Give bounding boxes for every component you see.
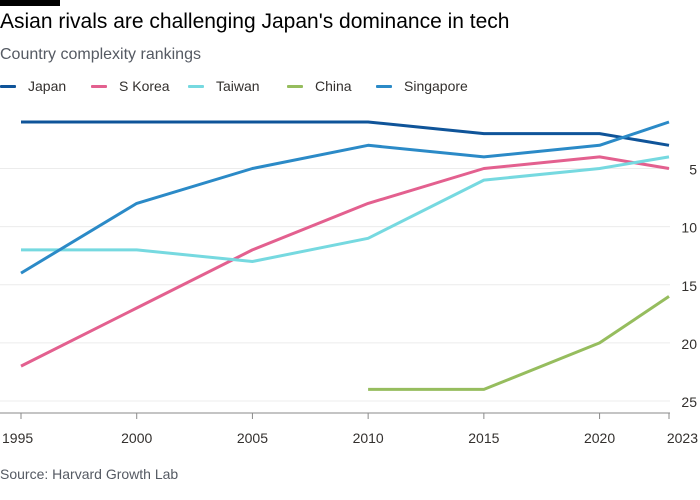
x-tick-label: 2005	[237, 430, 268, 446]
x-tick-label: 2010	[353, 430, 384, 446]
series-line-china	[368, 295, 670, 391]
y-tick-label: 20	[681, 336, 697, 352]
y-tick-label: 15	[681, 278, 697, 294]
x-tick-label: 2000	[121, 430, 152, 446]
chart-title: Asian rivals are challenging Japan's dom…	[0, 10, 510, 33]
legend-label-taiwan: Taiwan	[216, 78, 260, 94]
x-tick-label: 1995	[2, 430, 33, 446]
source-note: Source: Harvard Growth Lab	[0, 466, 179, 482]
chart-subtitle: Country complexity rankings	[0, 46, 201, 63]
legend-item-s-korea: S Korea	[91, 78, 170, 94]
legend-item-taiwan: Taiwan	[188, 78, 260, 94]
series-line-taiwan	[21, 155, 670, 263]
x-tick-label: 2015	[468, 430, 499, 446]
series-line-s-korea	[20, 155, 670, 368]
x-tick-label: 2023	[667, 430, 698, 446]
line-chart: 1995 2000 2005 2010 2015 2020 2023 5 10 15 20 25	[0, 120, 698, 446]
x-axis-ticks: 1995 2000 2005 2010 2015 2020 2023	[2, 413, 698, 446]
legend-label-s-korea: S Korea	[119, 78, 170, 94]
y-tick-label: 5	[689, 162, 697, 178]
brand-bar	[0, 0, 60, 6]
y-axis-ticks: 5 10 15 20 25	[681, 162, 697, 411]
legend-label-singapore: Singapore	[404, 78, 468, 94]
legend-item-china: China	[287, 78, 352, 94]
x-tick-label: 2020	[584, 430, 615, 446]
legend-swatch-taiwan	[188, 84, 204, 88]
legend-label-japan: Japan	[28, 78, 67, 94]
legend-swatch-japan	[0, 84, 16, 88]
y-tick-label: 10	[681, 220, 697, 236]
series-lines	[20, 120, 670, 391]
y-tick-label: 25	[681, 394, 697, 410]
legend-item-singapore: Singapore	[376, 78, 468, 94]
gridlines	[0, 168, 670, 414]
chart-legend: Japan S Korea Taiwan China Singapore	[0, 78, 700, 96]
legend-swatch-singapore	[376, 84, 392, 88]
series-line-singapore	[20, 120, 670, 275]
series-line-japan	[21, 120, 670, 147]
legend-swatch-s-korea	[91, 84, 107, 88]
legend-item-japan: Japan	[0, 78, 66, 94]
legend-swatch-china	[287, 84, 303, 88]
legend-label-china: China	[315, 78, 352, 94]
